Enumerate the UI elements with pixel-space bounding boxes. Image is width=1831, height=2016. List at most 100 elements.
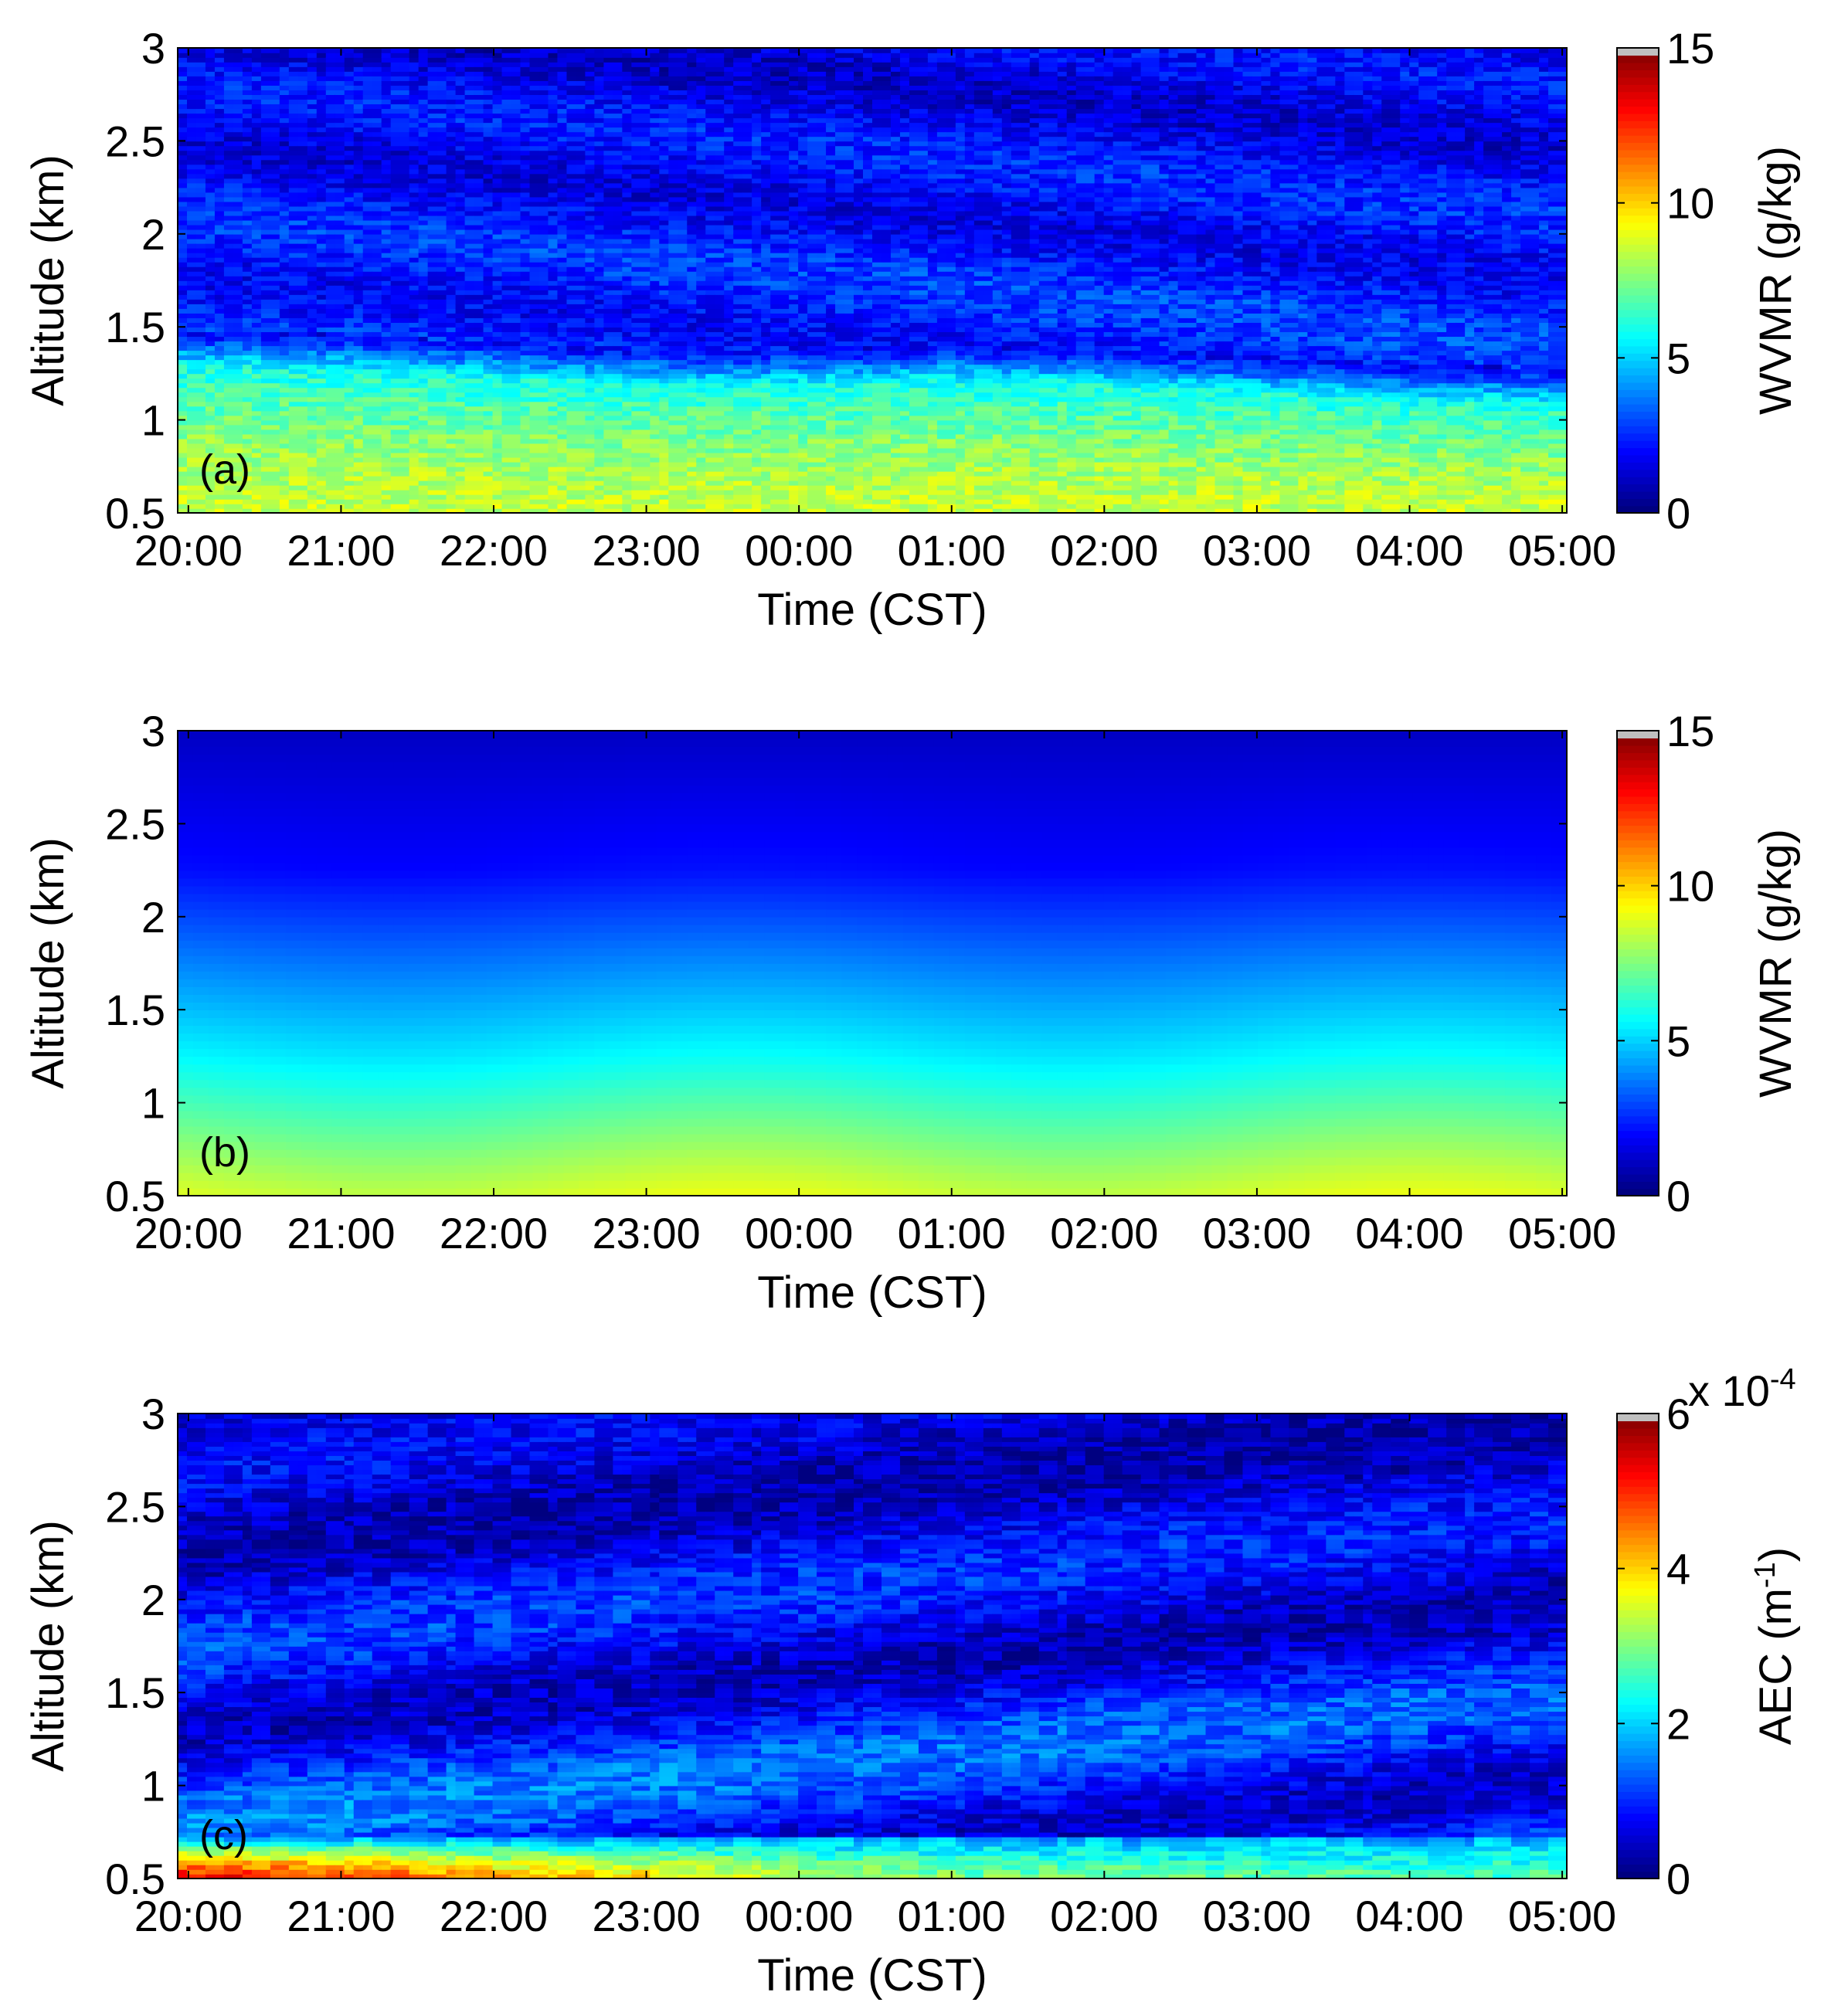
heatmap-cell — [455, 48, 466, 53]
heatmap-cell — [446, 131, 457, 137]
heatmap-cell — [362, 359, 373, 365]
heatmap-cell — [325, 270, 336, 277]
heatmap-cell — [186, 173, 197, 179]
heatmap-cell — [223, 350, 234, 356]
heatmap-cell — [399, 141, 410, 147]
heatmap-cell — [344, 382, 355, 389]
heatmap-cell — [353, 117, 364, 124]
heatmap-cell — [288, 66, 299, 72]
heatmap-cell — [381, 350, 392, 356]
heatmap-cell — [325, 438, 336, 444]
heatmap-cell — [613, 475, 623, 481]
heatmap-cell — [548, 85, 559, 90]
heatmap-cell — [399, 503, 410, 509]
heatmap-cell — [437, 210, 447, 216]
heatmap-cell — [279, 127, 290, 133]
heatmap-cell — [548, 71, 559, 76]
heatmap-cell — [631, 304, 642, 309]
heatmap-cell — [195, 261, 206, 267]
heatmap-cell — [538, 168, 549, 175]
heatmap-cell — [409, 294, 420, 300]
heatmap-cell — [195, 141, 206, 147]
heatmap-cell — [437, 266, 447, 272]
heatmap-cell — [483, 233, 494, 239]
heatmap-cell — [511, 406, 521, 412]
heatmap-cell — [631, 280, 642, 286]
heatmap-cell — [427, 275, 438, 281]
heatmap-cell — [335, 313, 345, 318]
heatmap-cell — [186, 401, 197, 407]
heatmap-cell — [214, 159, 225, 165]
heatmap-cell — [297, 494, 308, 500]
heatmap-cell — [576, 173, 586, 179]
heatmap-cell — [178, 401, 188, 407]
heatmap-cell — [297, 243, 308, 249]
heatmap-cell — [427, 90, 438, 95]
heatmap-cell — [529, 145, 540, 151]
heatmap-cell — [455, 424, 466, 430]
heatmap-cell — [381, 173, 392, 179]
heatmap-cell — [576, 210, 586, 216]
heatmap-cell — [251, 270, 262, 277]
heatmap-cell — [501, 461, 512, 467]
heatmap-cell — [242, 350, 253, 356]
heatmap-cell — [307, 215, 318, 221]
heatmap-cell — [455, 470, 466, 477]
heatmap-cell — [214, 401, 225, 407]
heatmap-cell — [511, 447, 521, 453]
heatmap-cell — [622, 224, 633, 230]
heatmap-cell — [474, 192, 484, 198]
heatmap-cell — [566, 90, 577, 95]
heatmap-cell — [270, 80, 280, 86]
heatmap-cell — [622, 494, 633, 500]
heatmap-cell — [242, 336, 253, 342]
heatmap-cell — [613, 317, 623, 323]
heatmap-cell — [613, 62, 623, 67]
heatmap-cell — [548, 141, 559, 147]
heatmap-cell — [214, 210, 225, 216]
heatmap-cell — [288, 266, 299, 272]
heatmap-cell — [399, 224, 410, 230]
heatmap-cell — [186, 373, 197, 379]
heatmap-cell — [464, 90, 475, 95]
heatmap-cell — [603, 452, 614, 458]
heatmap-cell — [390, 215, 401, 221]
heatmap-cell — [316, 261, 327, 267]
heatmap-cell — [372, 452, 382, 458]
heatmap-cell — [178, 192, 188, 198]
heatmap-cell — [474, 503, 484, 509]
heatmap-cell — [492, 489, 503, 495]
heatmap-cell — [418, 443, 429, 449]
heatmap-cell — [307, 317, 318, 323]
heatmap-cell — [214, 196, 225, 202]
heatmap-cell — [464, 154, 475, 161]
heatmap-cell — [260, 507, 271, 514]
heatmap-cell — [585, 317, 596, 323]
heatmap-cell — [260, 62, 271, 67]
heatmap-cell — [325, 127, 336, 133]
heatmap-cell — [316, 410, 327, 416]
heatmap-cell — [446, 159, 457, 165]
heatmap-cell — [576, 424, 586, 430]
heatmap-cell — [205, 270, 216, 277]
heatmap-cell — [455, 275, 466, 281]
heatmap-cell — [195, 150, 206, 156]
heatmap-cell — [446, 57, 457, 63]
heatmap-cell — [223, 76, 234, 81]
heatmap-cell — [427, 247, 438, 253]
heatmap-cell — [603, 322, 614, 328]
heatmap-cell — [399, 196, 410, 202]
heatmap-cell — [576, 66, 586, 72]
heatmap-cell — [399, 396, 410, 402]
heatmap-cell — [279, 452, 290, 458]
heatmap-cell — [205, 401, 216, 407]
heatmap-cell — [548, 150, 559, 156]
heatmap-cell — [279, 415, 290, 421]
heatmap-cell — [381, 243, 392, 249]
heatmap-cell — [316, 461, 327, 467]
heatmap-cell — [297, 355, 308, 361]
heatmap-cell — [613, 350, 623, 356]
heatmap-cell — [362, 247, 373, 253]
heatmap-cell — [566, 498, 577, 504]
heatmap-cell — [520, 168, 531, 175]
